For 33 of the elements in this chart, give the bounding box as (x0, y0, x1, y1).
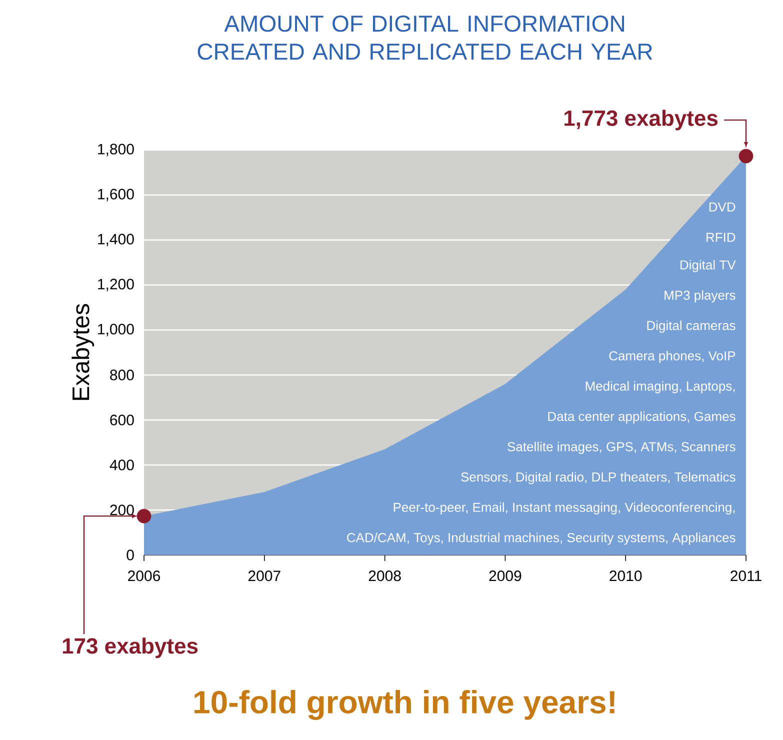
text: 10-fold growth in five years! (194, 690, 614, 720)
annotation: MP3 players (664, 290, 736, 302)
annotation: Digital TV (680, 260, 736, 272)
y-tick-label: 1,800 (98, 144, 134, 156)
annotation: Camera phones, VoIP (609, 350, 736, 363)
annotation: Peer-to-peer, Email, Instant messaging, Videoconferencing, (394, 502, 735, 514)
x-tick-label: 2011 (730, 570, 762, 582)
annotation: Sensors, Digital radio, DLP theaters, Telematics (461, 472, 736, 484)
annotation: Data center applications, Games (548, 411, 736, 424)
y-tick-label: 800 (110, 370, 134, 380)
x-tick-label: 2006 (128, 570, 160, 582)
x-tick-label: 2009 (489, 570, 522, 582)
x-tick-label: 2008 (368, 570, 401, 582)
y-tick-label: 0 (126, 550, 134, 560)
annotation: DVD (709, 202, 736, 212)
annotation: CAD/CAM, Toys, Industrial machines, Security systems, Appliances (347, 532, 736, 545)
y-tick-label: 400 (110, 460, 134, 470)
annotation: Digital cameras (647, 320, 736, 333)
annotation: Satellite images, GPS, ATMs, Scanners (508, 442, 736, 454)
annotation: Medical imaging, Laptops, (586, 381, 735, 394)
x-tick-label: 2010 (610, 570, 642, 582)
x-tick-label: 2007 (248, 570, 280, 582)
annotation: RFID (706, 232, 736, 242)
y-axis-title: Exabytes (72, 304, 94, 400)
y-tick-label: 1,200 (98, 278, 134, 292)
text: 173 exabytes (62, 638, 198, 658)
chart-title: AMOUNT OF DIGITAL INFORMATION CREATED AND REPLICATED EACH YEAR (198, 16, 652, 60)
y-tick-label: 200 (110, 504, 134, 516)
y-tick-label: 1,000 (98, 324, 134, 336)
y-tick-label: 600 (110, 414, 134, 426)
text: 1,773 exabytes (564, 110, 718, 130)
y-tick-label: 1,400 (98, 234, 134, 246)
y-tick-label: 1,600 (98, 188, 134, 202)
